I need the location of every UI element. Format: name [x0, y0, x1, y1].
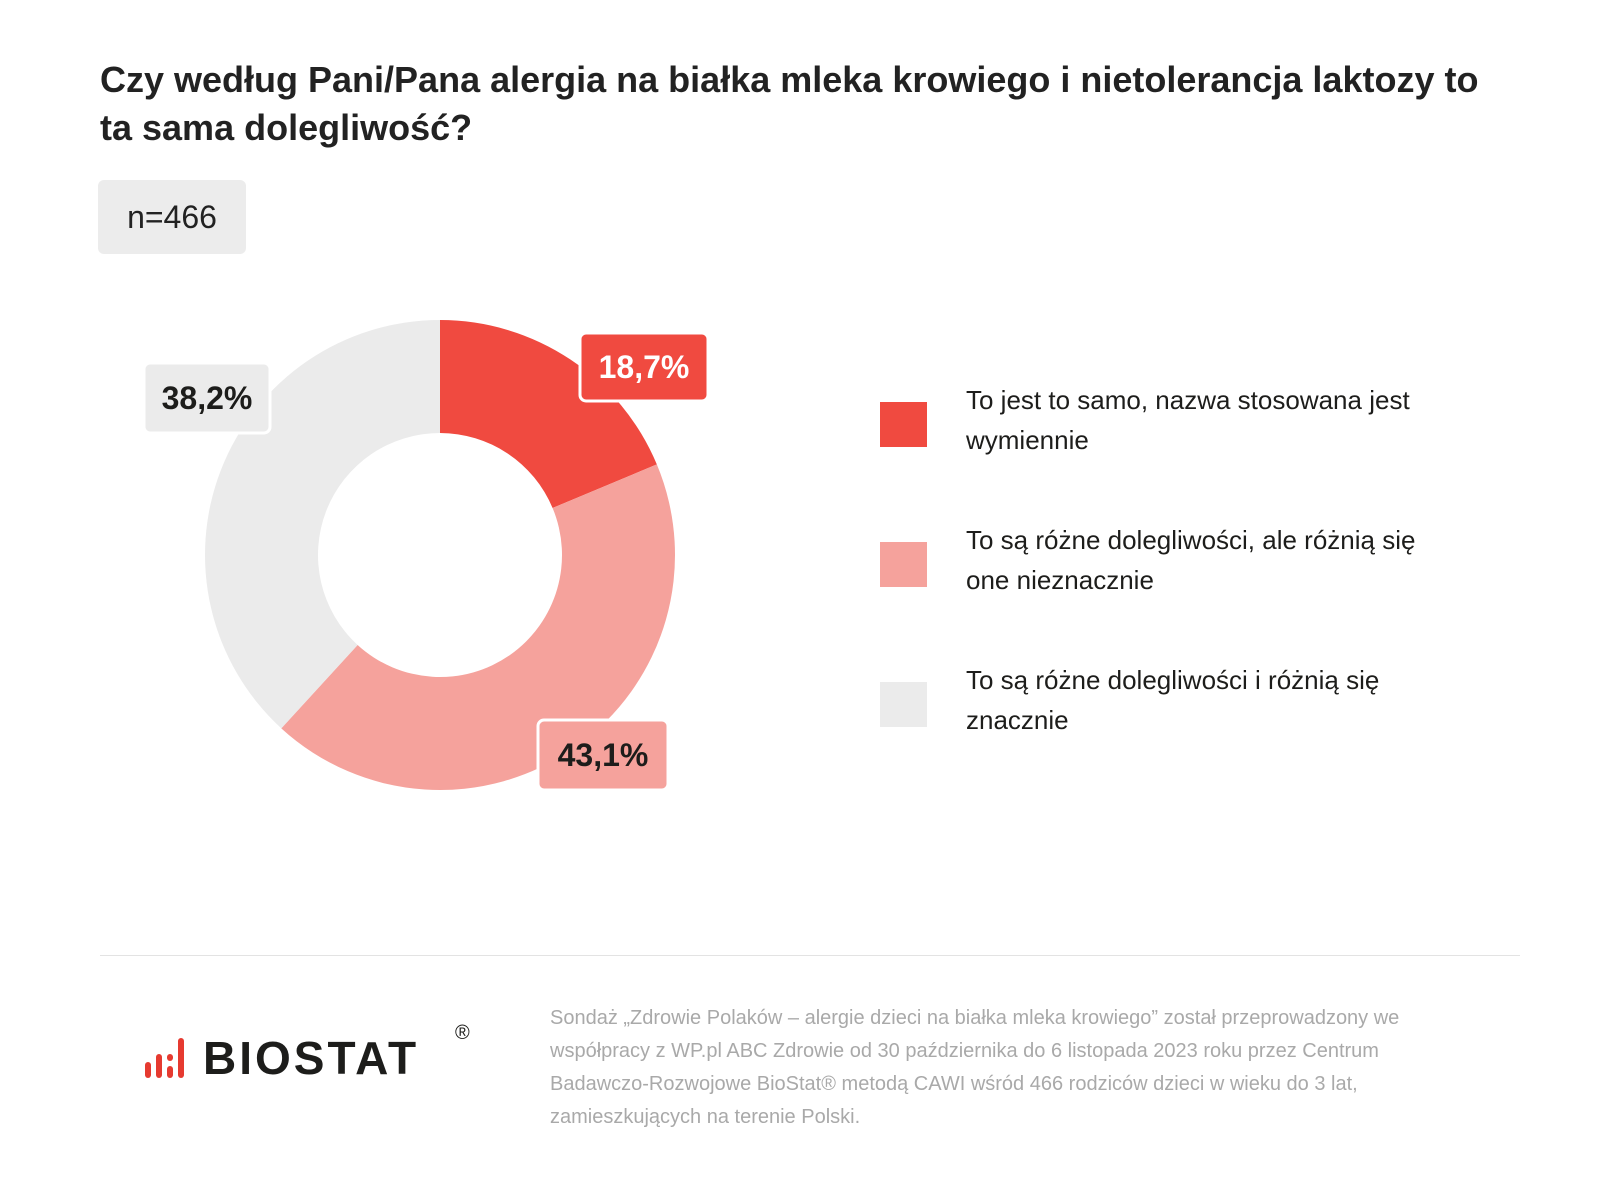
- legend-label: To są różne dolegliwości i różnią się zn…: [966, 665, 1380, 735]
- data-label: 38,2%: [142, 361, 272, 435]
- legend-item: To jest to samo, nazwa stosowana jest wy…: [880, 380, 1460, 520]
- donut-chart: 18,7% 43,1% 38,2%: [142, 320, 710, 792]
- legend-swatch: [880, 542, 927, 587]
- data-label-box: [578, 331, 710, 403]
- sample-size-badge: n=466: [98, 180, 246, 254]
- chart-title: Czy według Pani/Pana alergia na białka m…: [100, 59, 1479, 148]
- legend-item: To są różne dolegliwości, ale różnią się…: [880, 520, 1460, 660]
- biostat-logo: BIOSTAT ®: [145, 1022, 485, 1088]
- chart-legend: To jest to samo, nazwa stosowana jest wy…: [880, 380, 1460, 800]
- survey-footnote: Sondaż „Zdrowie Polaków – alergie dzieci…: [550, 1007, 1400, 1128]
- legend-item: To są różne dolegliwości i różnią się zn…: [880, 660, 1460, 800]
- legend-swatch: [880, 402, 927, 447]
- legend-swatch: [880, 682, 927, 727]
- legend-label: To są różne dolegliwości, ale różnią się…: [966, 525, 1416, 595]
- data-label-box: [536, 718, 670, 792]
- logo-wordmark: BIOSTAT: [203, 1032, 420, 1084]
- signal-bars-icon: [145, 1038, 184, 1078]
- footer-divider: [100, 955, 1520, 956]
- data-label-text: 38,2%: [162, 380, 253, 416]
- donut-slice: [281, 464, 675, 791]
- data-label-box: [142, 361, 272, 435]
- legend-label: To jest to samo, nazwa stosowana jest wy…: [966, 385, 1410, 455]
- data-label-text: 43,1%: [558, 737, 649, 773]
- donut-slice: [440, 320, 657, 508]
- data-label: 18,7%: [578, 331, 710, 403]
- registered-mark: ®: [455, 1022, 470, 1044]
- data-label-text: 18,7%: [599, 349, 690, 385]
- data-label: 43,1%: [536, 718, 670, 792]
